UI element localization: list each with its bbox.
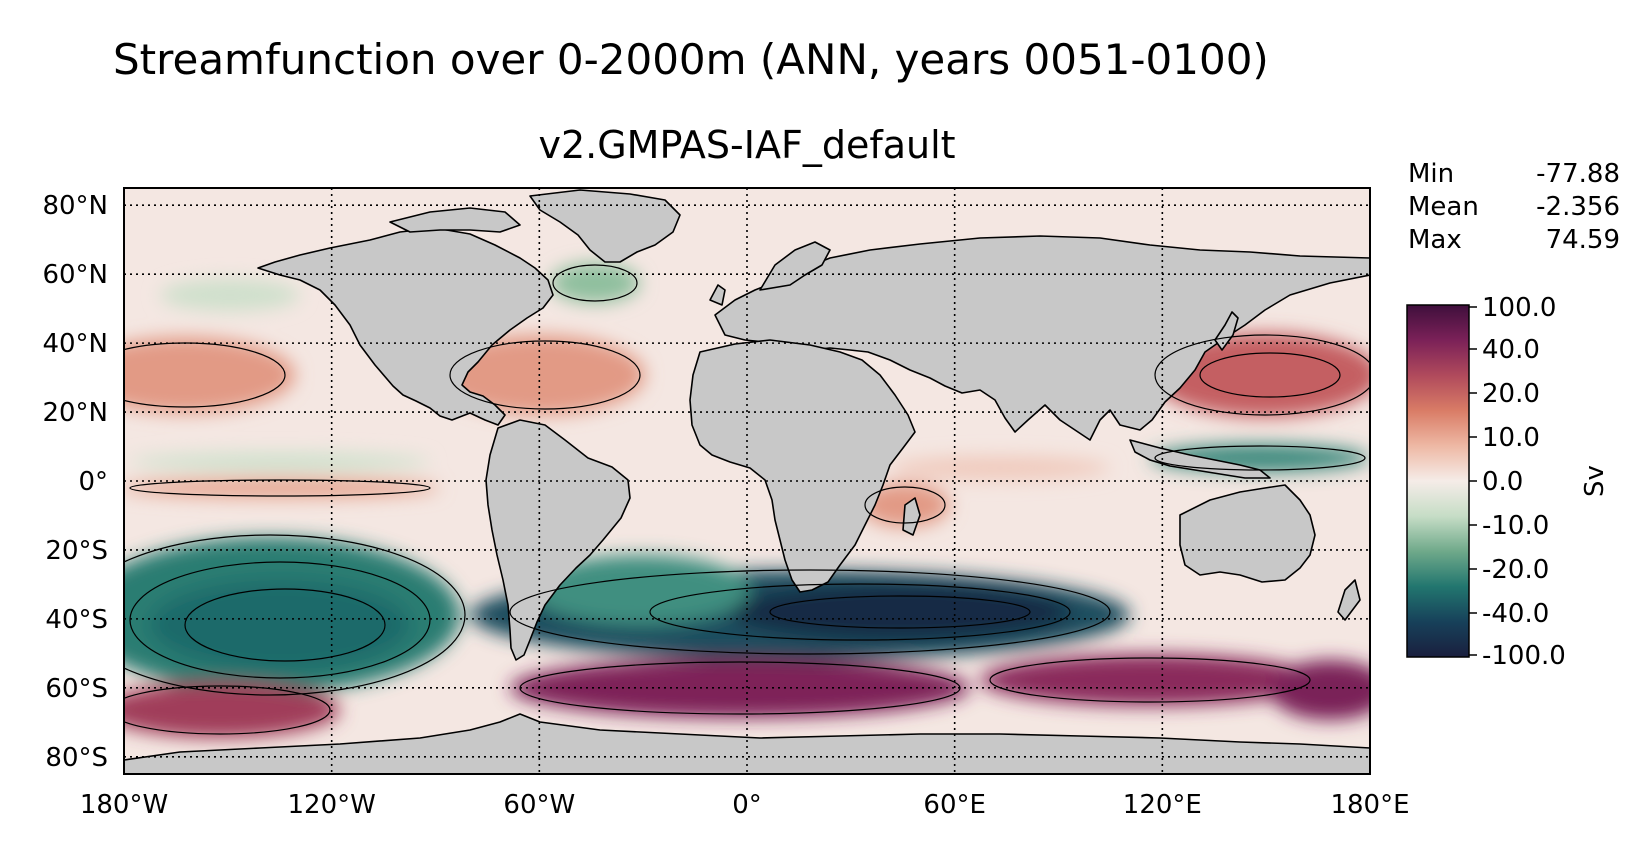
field-south-pacific-core	[150, 580, 410, 670]
colorbar-tick-label: 20.0	[1482, 379, 1540, 409]
land-australia	[1179, 484, 1316, 583]
contour-acc-2	[989, 657, 1311, 703]
field-kuroshio-gyre	[1150, 333, 1370, 417]
land-indonesia	[1129, 439, 1271, 479]
field-acc-atlantic	[510, 658, 970, 718]
land-madagascar	[902, 497, 921, 536]
contour-lines	[124, 264, 1370, 735]
x-tick-label: 180°W	[80, 790, 168, 820]
contour-acc-3	[124, 685, 331, 735]
colorbar-tick-label: -10.0	[1482, 511, 1549, 541]
contour-gulf-stream	[449, 340, 641, 410]
y-tick-label: 60°S	[45, 674, 108, 704]
contour-indian-3	[769, 595, 1031, 629]
land	[124, 189, 1370, 774]
y-tick-label: 0°	[78, 467, 108, 497]
field-acc-indian	[980, 654, 1320, 706]
contour-south-pacific-3	[184, 588, 386, 662]
colorbar-unit-label: Sv	[1580, 465, 1610, 497]
land-greenland	[529, 189, 681, 263]
field-north-pacific-east	[124, 337, 295, 413]
colorbar-tick-label: -20.0	[1482, 555, 1549, 585]
colorbar-tick-label: -100.0	[1482, 641, 1566, 671]
stat-label: Mean	[1408, 192, 1479, 222]
contour-kuroshio-2	[1199, 352, 1341, 398]
contour-labrador	[552, 264, 638, 302]
stat-value: -2.356	[1536, 192, 1620, 222]
land-scandinavia	[759, 241, 831, 291]
colorbar-tick-label: 40.0	[1482, 335, 1540, 365]
land-new-zealand	[1337, 579, 1361, 621]
x-tick-label: 180°E	[1330, 790, 1409, 820]
land-eurasia	[714, 235, 1370, 441]
stat-label: Min	[1408, 159, 1454, 189]
map-subtitle: v2.GMPAS-IAF_default	[538, 123, 955, 167]
y-tick-label: 80°S	[45, 743, 108, 773]
stat-value: 74.59	[1546, 225, 1620, 255]
streamfunction-field	[124, 263, 1370, 738]
field-indian-core	[730, 584, 1070, 640]
y-tick-label: 80°N	[42, 191, 108, 221]
contour-kuroshio-1	[1154, 334, 1370, 416]
x-tick-label: 60°E	[923, 790, 986, 820]
y-axis-ticks: 80°N 60°N 40°N 20°N 0° 20°S 40°S 60°S 80°S	[42, 191, 108, 773]
land-north-america	[257, 227, 554, 426]
y-tick-label: 40°N	[42, 329, 108, 359]
stat-label: Max	[1408, 225, 1462, 255]
land-uk	[709, 284, 726, 306]
stat-value: -77.88	[1536, 159, 1620, 189]
field-east-pacific-equatorial-neg	[130, 453, 430, 471]
map-frame	[123, 187, 1371, 775]
x-tick-label: 60°W	[503, 790, 575, 820]
colorbar-gradient	[1406, 304, 1470, 658]
land-japan	[1214, 311, 1239, 351]
stats-panel: Min -77.88 Mean -2.356 Max 74.59	[1408, 159, 1620, 255]
land-canadian-arctic	[389, 207, 521, 233]
x-tick-label: 120°W	[287, 790, 375, 820]
colorbar-tick-label: 10.0	[1482, 423, 1540, 453]
x-tick-label: 120°E	[1123, 790, 1202, 820]
y-tick-label: 20°S	[45, 536, 108, 566]
contour-south-pacific-2	[129, 561, 431, 679]
field-acc-pacific	[124, 682, 340, 738]
map-panel	[124, 188, 1370, 774]
colorbar-tick-label: 0.0	[1482, 467, 1523, 497]
colorbar-tick-label: -40.0	[1482, 599, 1549, 629]
colorbar: 100.0 40.0 20.0 10.0 0.0 -10.0 -20.0 -40.0 -100.…	[1406, 293, 1610, 671]
land-africa	[689, 339, 916, 593]
colorbar-tick-label: 100.0	[1482, 293, 1556, 323]
field-east-pacific-equatorial-pos	[124, 478, 440, 498]
field-north-pacific-subpolar	[160, 279, 300, 311]
contour-south-pacific-1	[124, 534, 466, 696]
figure-title: Streamfunction over 0-2000m (ANN, years …	[113, 35, 1269, 84]
field-indian-north	[890, 456, 1110, 480]
colorbar-ticks: 100.0 40.0 20.0 10.0 0.0 -10.0 -20.0 -40.0 -100.…	[1469, 293, 1566, 671]
x-axis-ticks: 180°W 120°W 60°W 0° 60°E 120°E 180°E	[80, 790, 1410, 820]
contour-indian-2	[649, 583, 1071, 641]
contour-east-pacific-eq	[129, 479, 431, 497]
contour-madagascar	[864, 486, 946, 524]
y-tick-label: 60°N	[42, 260, 108, 290]
field-acc-tasman	[1270, 660, 1370, 720]
land-antarctica	[124, 713, 1370, 774]
y-tick-label: 40°S	[45, 605, 108, 635]
y-tick-label: 20°N	[42, 398, 108, 428]
x-tick-label: 0°	[732, 790, 762, 820]
contour-west-pacific-eq	[1154, 445, 1366, 471]
contour-indian-1	[509, 569, 1111, 655]
field-labrador-subpolar	[550, 263, 640, 303]
gridlines	[124, 188, 1370, 774]
